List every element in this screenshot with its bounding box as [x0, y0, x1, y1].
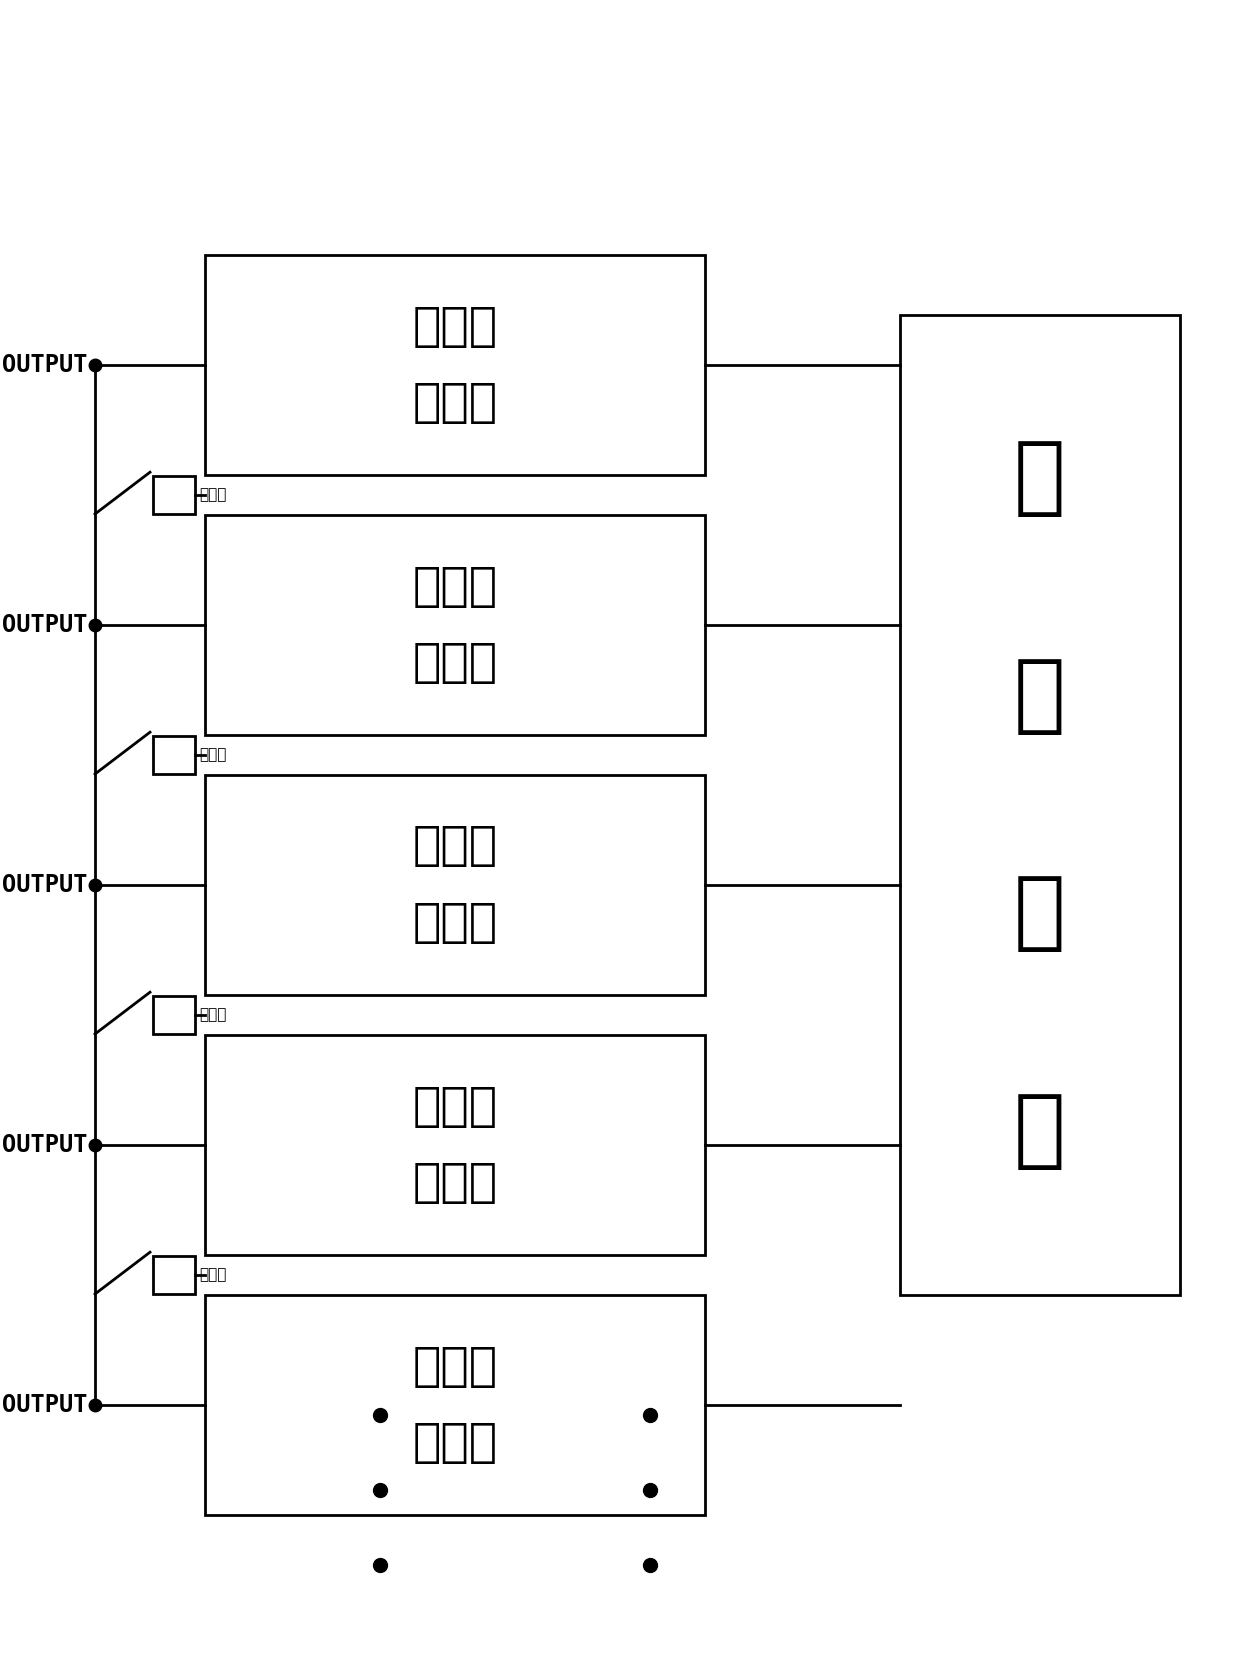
Text: 出模块: 出模块 — [413, 380, 497, 425]
Bar — [153, 476, 195, 514]
Bar — [205, 1035, 706, 1255]
Bar — [153, 1256, 195, 1295]
Bar — [205, 776, 706, 995]
Text: 继电器: 继电器 — [198, 487, 227, 502]
Text: 功率输: 功率输 — [413, 1345, 497, 1390]
Text: 继电器: 继电器 — [198, 1268, 227, 1283]
Text: OUTPUT: OUTPUT — [2, 353, 88, 377]
Bar — [205, 255, 706, 476]
Text: 出模块: 出模块 — [413, 640, 497, 685]
Text: 功率输: 功率输 — [413, 564, 497, 610]
Text: 继电器: 继电器 — [198, 1007, 227, 1022]
Bar — [153, 997, 195, 1033]
Text: 主: 主 — [1014, 437, 1066, 519]
Text: OUTPUT: OUTPUT — [2, 1132, 88, 1157]
Text: 出模块: 出模块 — [413, 1161, 497, 1206]
Text: 出模块: 出模块 — [413, 901, 497, 945]
Text: 块: 块 — [1014, 1090, 1066, 1172]
Text: 功率输: 功率输 — [413, 1084, 497, 1129]
Text: OUTPUT: OUTPUT — [2, 613, 88, 636]
Bar — [205, 1295, 706, 1514]
Text: 控: 控 — [1014, 655, 1066, 737]
Text: OUTPUT: OUTPUT — [2, 873, 88, 898]
Text: 出模块: 出模块 — [413, 1420, 497, 1466]
Bar — [205, 514, 706, 735]
Bar — [153, 735, 195, 774]
Bar — [900, 315, 1180, 1295]
Text: 模: 模 — [1014, 873, 1066, 955]
Text: OUTPUT: OUTPUT — [2, 1394, 88, 1417]
Text: 功率输: 功率输 — [413, 305, 497, 350]
Text: 功率输: 功率输 — [413, 824, 497, 869]
Text: 继电器: 继电器 — [198, 747, 227, 762]
